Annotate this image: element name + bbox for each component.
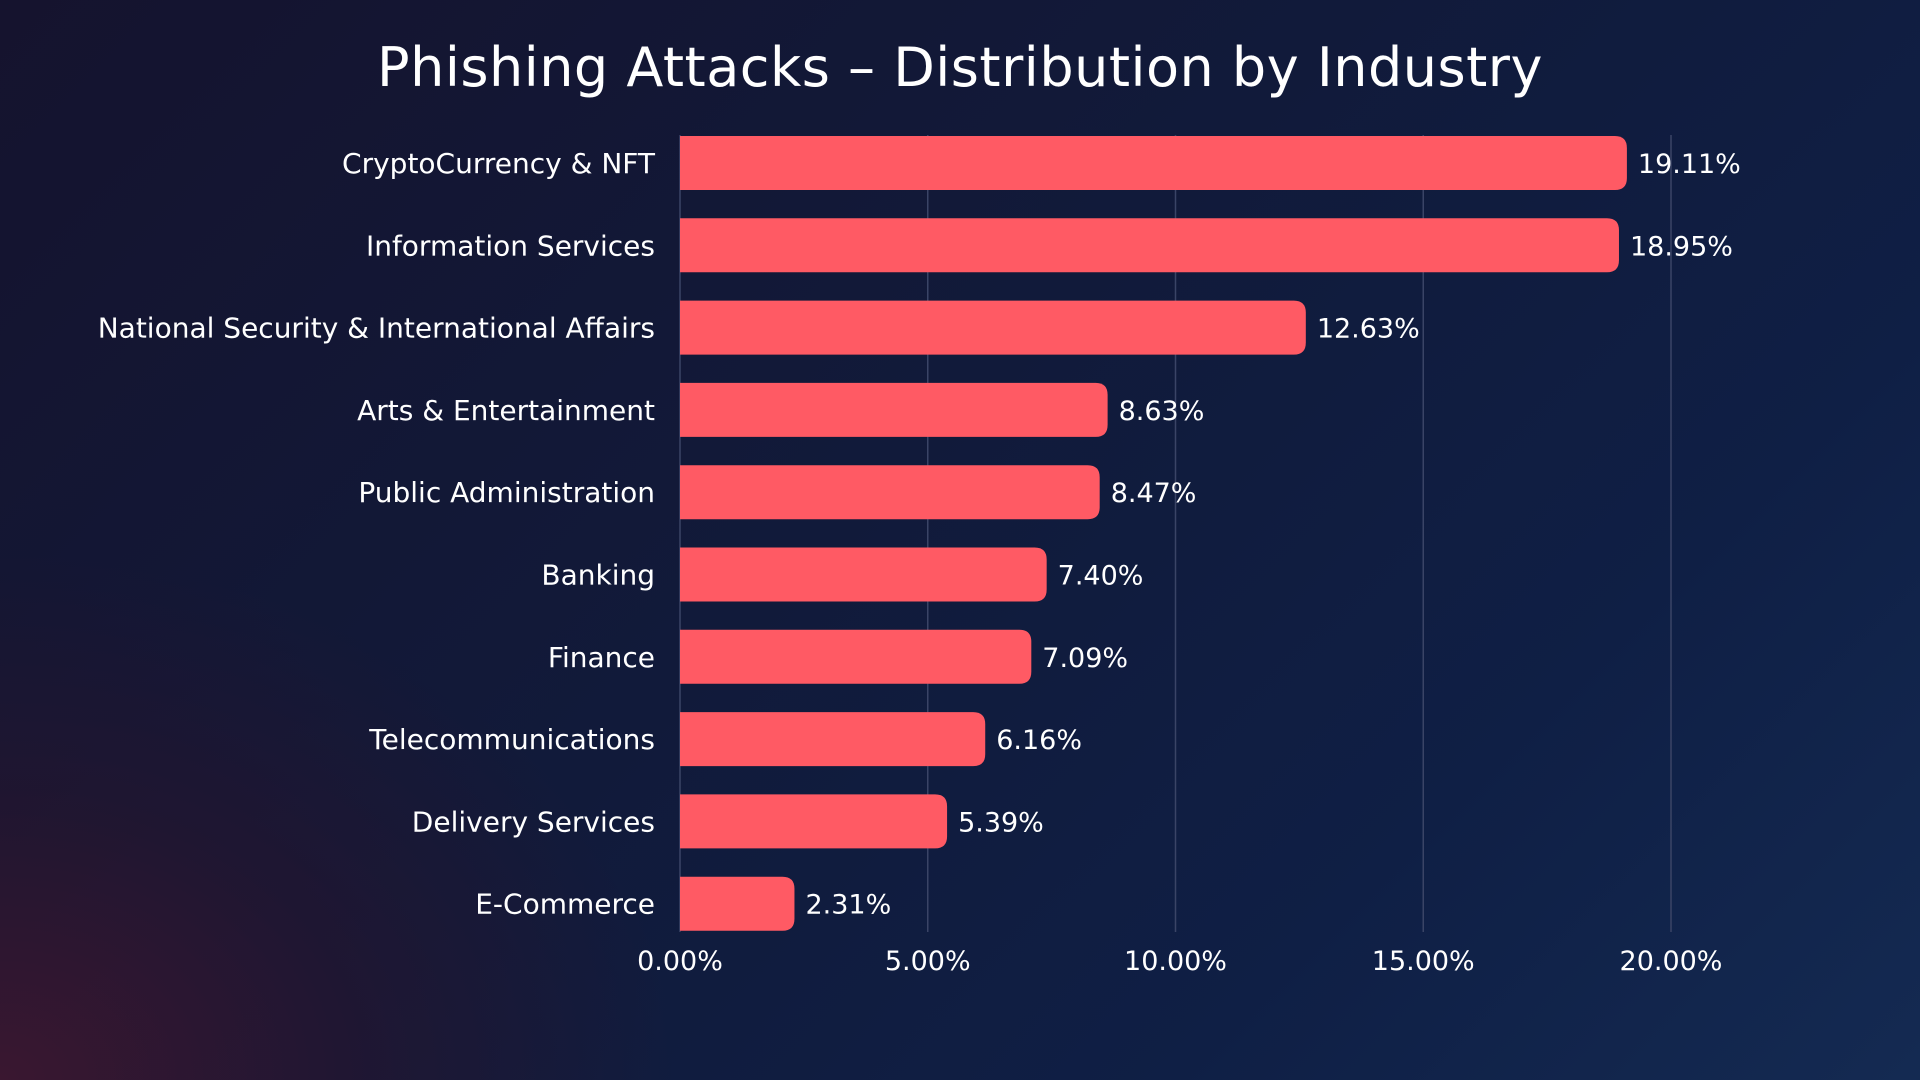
data-label: 8.63% bbox=[1119, 396, 1205, 427]
bar bbox=[680, 629, 1032, 684]
category-label: Delivery Services bbox=[412, 805, 655, 838]
category-label: Information Services bbox=[366, 229, 655, 262]
data-label: 5.39% bbox=[958, 807, 1044, 838]
category-label: E-Commerce bbox=[475, 888, 655, 921]
data-label: 18.95% bbox=[1630, 231, 1733, 262]
data-label: 8.47% bbox=[1111, 478, 1197, 509]
bar bbox=[680, 794, 948, 849]
data-label: 12.63% bbox=[1317, 314, 1420, 345]
data-label: 2.31% bbox=[805, 890, 891, 921]
x-tick-label: 0.00% bbox=[637, 946, 723, 977]
bar bbox=[680, 136, 1627, 190]
bar bbox=[680, 382, 1108, 437]
category-label: Arts & Entertainment bbox=[357, 394, 655, 427]
x-tick-label: 15.00% bbox=[1372, 946, 1475, 977]
data-label: 6.16% bbox=[996, 725, 1082, 756]
category-label: National Security & International Affair… bbox=[98, 312, 655, 345]
bar bbox=[680, 465, 1100, 520]
bar bbox=[680, 547, 1047, 602]
x-tick-label: 5.00% bbox=[885, 946, 971, 977]
bar bbox=[680, 876, 795, 931]
bar bbox=[680, 300, 1306, 355]
category-labels: CryptoCurrency & NFT Information Services… bbox=[98, 147, 656, 921]
category-label: Telecommunications bbox=[368, 723, 655, 756]
category-label: Banking bbox=[541, 559, 655, 592]
x-axis-ticks: 0.00% 5.00% 10.00% 15.00% 20.00% bbox=[637, 946, 1722, 977]
bar bbox=[680, 218, 1619, 273]
x-tick-label: 10.00% bbox=[1124, 946, 1227, 977]
value-labels: 19.11% 18.95% 12.63% 8.63% 8.47% 7.40% 7.09% 6.… bbox=[805, 149, 1740, 921]
bar bbox=[680, 712, 986, 767]
category-label: Public Administration bbox=[358, 476, 655, 509]
data-label: 19.11% bbox=[1638, 149, 1741, 180]
data-label: 7.40% bbox=[1058, 561, 1144, 592]
x-tick-label: 20.00% bbox=[1620, 946, 1723, 977]
data-label: 7.09% bbox=[1042, 643, 1128, 674]
category-label: CryptoCurrency & NFT bbox=[342, 147, 656, 180]
chart-title: Phishing Attacks – Distribution by Indus… bbox=[377, 36, 1543, 99]
bars bbox=[680, 136, 1627, 931]
category-label: Finance bbox=[548, 641, 655, 674]
